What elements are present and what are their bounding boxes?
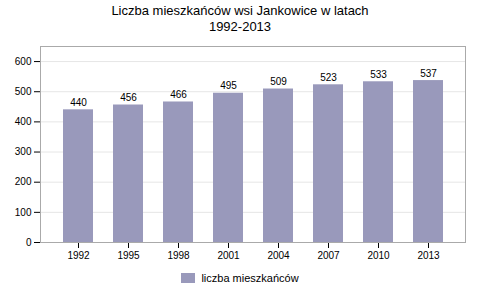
html-text:Liczba mieszkańców wsi Jankowi: Liczba mieszkańców wsi Jankowice w latac… [111,3,369,34]
svg-text:1995: 1995 [117,250,140,261]
svg-text:509: 509 [270,76,287,87]
svg-text:456: 456 [120,92,137,103]
svg-text:2013: 2013 [417,250,440,261]
svg-text:300: 300 [15,146,32,157]
svg-text:537: 537 [420,68,437,79]
svg-text:440: 440 [70,97,87,108]
svg-text:523: 523 [320,72,337,83]
svg-text:466: 466 [170,89,187,100]
svg-text:100: 100 [15,207,32,218]
svg-text:2001: 2001 [217,250,240,261]
svg-text:1998: 1998 [167,250,190,261]
svg-text:600: 600 [15,56,32,67]
html-text:liczba mieszkańców: liczba mieszkańców [201,272,299,284]
svg-text:200: 200 [15,176,32,187]
svg-text:533: 533 [370,69,387,80]
svg-text:400: 400 [15,116,32,127]
svg-text:495: 495 [220,80,237,91]
svg-text:1992: 1992 [67,250,90,261]
svg-text:0: 0 [26,237,32,248]
svg-text:2007: 2007 [317,250,340,261]
svg-text:500: 500 [15,86,32,97]
svg-text:2004: 2004 [267,250,290,261]
svg-text:2010: 2010 [367,250,390,261]
